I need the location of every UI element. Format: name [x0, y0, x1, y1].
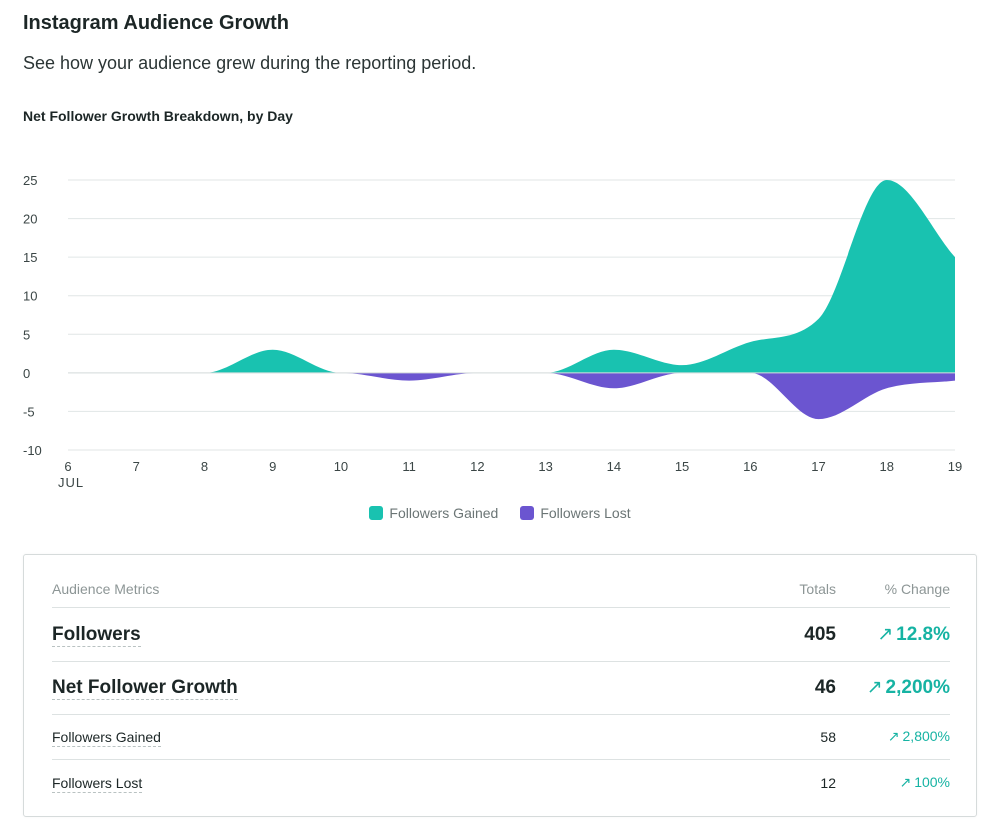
trend-up-icon: ↗ [866, 677, 883, 698]
metric-label-gained[interactable]: Followers Gained [52, 728, 161, 747]
chart-legend: Followers Gained Followers Lost [0, 505, 1000, 521]
y-tick-label: 20 [23, 212, 37, 227]
x-tick-label: 12 [470, 459, 484, 474]
area-followers-gained [68, 180, 955, 373]
x-tick-label: 10 [334, 459, 348, 474]
metric-label-followers[interactable]: Followers [52, 623, 141, 647]
x-tick-label: 17 [811, 459, 825, 474]
y-tick-label: -10 [23, 443, 42, 458]
follower-growth-chart: 25 20 15 10 5 0 -5 -10 6 7 8 9 10 11 12 13 14 15 16 17 18 19 J… [23, 173, 962, 490]
chart-title: Net Follower Growth Breakdown, by Day [23, 108, 293, 124]
metric-total-lost: 12 [820, 774, 836, 791]
trend-up-icon: ↗ [887, 728, 900, 744]
metric-change-gained: ↗ 2,800% [887, 728, 950, 744]
x-tick-label: 9 [269, 459, 276, 474]
metric-change-lost: ↗ 100% [899, 774, 950, 790]
metric-change-followers: ↗ 12.8% [877, 624, 950, 645]
audience-metrics-table: Audience Metrics Totals % Change Followe… [23, 554, 977, 817]
trend-up-icon: ↗ [877, 624, 894, 645]
trend-up-icon: ↗ [899, 774, 912, 790]
y-tick-label: 5 [23, 327, 30, 342]
x-month-label: JUL [58, 475, 84, 490]
x-tick-label: 19 [948, 459, 962, 474]
legend-label-gained: Followers Gained [389, 505, 499, 521]
y-tick-label: 15 [23, 250, 37, 265]
metrics-row-gained: Followers Gained 58 ↗ 2,800% [52, 714, 950, 760]
legend-item-gained[interactable]: Followers Gained [369, 505, 498, 521]
metric-label-lost[interactable]: Followers Lost [52, 774, 143, 793]
legend-item-lost[interactable]: Followers Lost [520, 505, 631, 521]
metric-label-net-growth[interactable]: Net Follower Growth [52, 676, 238, 700]
x-tick-label: 14 [607, 459, 621, 474]
x-tick-label: 8 [201, 459, 208, 474]
metrics-header-totals: Totals [799, 581, 836, 597]
y-tick-label: 10 [23, 289, 37, 304]
metric-change-net-growth: ↗ 2,200% [866, 677, 950, 698]
x-tick-label: 18 [880, 459, 894, 474]
legend-swatch-lost [520, 506, 535, 520]
metrics-header-change: % Change [884, 581, 950, 597]
y-tick-label: 25 [23, 173, 37, 188]
legend-swatch-gained [369, 506, 384, 520]
page-subtitle: See how your audience grew during the re… [23, 53, 477, 73]
area-followers-lost [68, 372, 955, 420]
metrics-header-row: Audience Metrics Totals % Change [52, 571, 950, 608]
x-tick-label: 16 [743, 459, 757, 474]
x-tick-label: 15 [675, 459, 689, 474]
metrics-row-net-growth: Net Follower Growth 46 ↗ 2,200% [52, 661, 950, 715]
metrics-row-followers: Followers 405 ↗ 12.8% [52, 608, 950, 662]
metric-total-net-growth: 46 [814, 676, 836, 698]
metrics-header-label: Audience Metrics [52, 581, 160, 597]
x-tick-label: 7 [133, 459, 140, 474]
page-title: Instagram Audience Growth [23, 12, 289, 34]
legend-label-lost: Followers Lost [540, 505, 631, 521]
metric-total-gained: 58 [820, 728, 836, 745]
x-tick-label: 6 [64, 459, 71, 474]
x-tick-label: 13 [538, 459, 552, 474]
y-tick-label: -5 [23, 404, 35, 419]
metric-total-followers: 405 [804, 623, 836, 645]
x-tick-label: 11 [402, 459, 416, 474]
metrics-row-lost: Followers Lost 12 ↗ 100% [52, 760, 950, 805]
y-tick-label: 0 [23, 366, 30, 381]
